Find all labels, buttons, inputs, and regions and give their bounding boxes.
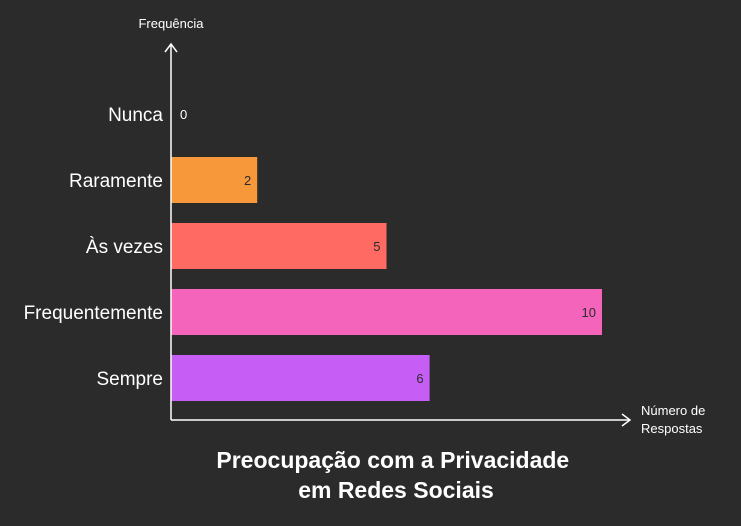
- bar-as-vezes: [171, 223, 387, 269]
- x-axis-title-line-1: Número de: [641, 403, 705, 418]
- chart-title-line-1: Preocupação com a Privacidade: [216, 447, 569, 473]
- x-axis-title: Número de Respostas: [641, 403, 709, 436]
- category-label-frequentemente: Frequentemente: [24, 303, 163, 324]
- value-label-nunca: 0: [180, 107, 187, 122]
- x-axis-title-line-2: Respostas: [641, 421, 703, 436]
- category-label-raramente: Raramente: [69, 171, 163, 192]
- category-label-nunca: Nunca: [108, 105, 163, 126]
- chart-title: Preocupação com a Privacidade em Redes S…: [216, 447, 575, 503]
- bar-raramente: [171, 157, 258, 203]
- x-axis-arrow-icon: [621, 413, 632, 427]
- value-label-sempre: 6: [416, 371, 423, 386]
- y-axis-arrow-icon: [164, 42, 178, 53]
- value-label-raramente: 2: [244, 173, 251, 188]
- chart-title-line-2: em Redes Sociais: [298, 477, 494, 503]
- bars-layer: Nunca 0 Raramente 2 Às vezes 5 Frequentemente 1…: [24, 105, 602, 401]
- y-axis-title: Frequência: [138, 16, 204, 31]
- value-label-frequentemente: 10: [582, 305, 596, 320]
- bar-sempre: [171, 355, 430, 401]
- bar-frequentemente: [171, 289, 602, 335]
- axes-layer: [164, 42, 632, 427]
- category-label-sempre: Sempre: [96, 369, 163, 390]
- category-label-as-vezes: Às vezes: [86, 237, 163, 258]
- value-label-as-vezes: 5: [373, 239, 380, 254]
